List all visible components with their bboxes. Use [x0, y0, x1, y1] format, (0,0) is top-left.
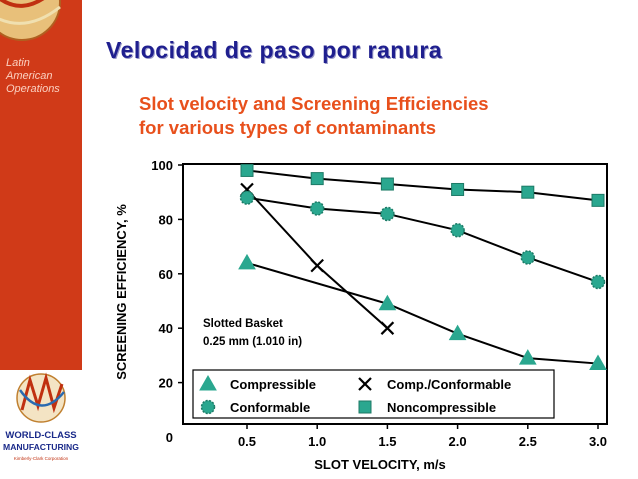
data-point-circle	[380, 206, 395, 222]
region-label-line: Latin	[6, 57, 30, 69]
data-point-circle	[239, 190, 255, 205]
x-tick-label: 2.5	[519, 434, 537, 449]
series-line	[246, 261, 599, 365]
legend-box	[192, 369, 555, 419]
data-point-circle	[450, 223, 465, 238]
x-tick-label: 0.5	[238, 434, 256, 449]
legend: Compressible Comp./Conformable Conformable…	[192, 369, 555, 419]
legend-label: Compressible	[230, 377, 316, 392]
data-point-x	[380, 321, 395, 335]
sidebar-band: Latin American Operations WORLD-CLASS MA…	[0, 0, 82, 479]
x-marker-stroke	[310, 258, 324, 273]
x-marker-stroke	[380, 321, 395, 335]
series-layer	[238, 163, 607, 371]
chart-title-line: Slot velocity and Screening Efficiencies	[139, 93, 489, 114]
slide-title: Velocidad de paso por ranura	[106, 37, 443, 63]
legend-marker-circle	[200, 399, 216, 415]
x-tick-label: 3.0	[589, 434, 607, 449]
data-point-square	[240, 163, 254, 177]
data-point-square	[310, 172, 324, 186]
x-tick-label: 2.0	[449, 434, 467, 449]
legend-marker-x	[358, 377, 372, 391]
x-tick-label: 1.5	[378, 434, 396, 449]
data-point-circle	[520, 250, 536, 265]
y-tick-label: 40	[159, 321, 173, 336]
region-label-line: American	[6, 70, 53, 82]
region-label: Latin American Operations	[6, 57, 60, 96]
y-tick-label: 0	[166, 430, 173, 445]
world-class-manufacturing-logo: WORLD-CLASS MANUFACTURING Kimberly-Clark…	[0, 370, 82, 479]
data-point-square	[591, 193, 605, 207]
x-axis-label: SLOT VELOCITY, m/s	[314, 457, 445, 472]
legend-marker-square	[358, 400, 372, 414]
logo-text-line-3: Kimberly-Clark Corporation	[14, 456, 69, 461]
logo-text-line-1: WORLD-CLASS	[5, 430, 76, 441]
plot-frame	[182, 163, 608, 425]
y-tick-label: 100	[151, 158, 173, 173]
region-label-line: Operations	[6, 83, 60, 95]
legend-label: Comp./Conformable	[387, 377, 511, 392]
x-marker-stroke	[358, 377, 372, 391]
data-point-triangle	[518, 349, 537, 365]
y-tick-label: 60	[159, 267, 173, 282]
data-point-circle	[590, 274, 606, 290]
y-axis-ticks: 0 20 40 60 80 100	[151, 158, 183, 445]
legend-label: Noncompressible	[387, 400, 496, 415]
annotation-line: 0.25 mm (1.010 in)	[203, 336, 302, 348]
data-point-circle	[309, 201, 325, 216]
logo-text-line-2: MANUFACTURING	[3, 442, 79, 452]
y-tick-label: 80	[159, 212, 173, 227]
chart-title-line: for various types of contaminants	[139, 117, 437, 138]
data-point-square	[380, 177, 394, 191]
data-point-triangle	[378, 294, 397, 311]
data-point-triangle	[238, 253, 256, 270]
series-line	[246, 196, 599, 283]
data-point-square	[521, 185, 535, 199]
annotation-line: Slotted Basket	[203, 318, 283, 330]
x-axis-ticks: 0.5 1.0 1.5 2.0 2.5 3.0	[238, 424, 607, 449]
x-tick-label: 1.0	[308, 434, 326, 449]
series-line	[246, 169, 599, 202]
y-axis-label: SCREENING EFFICIENCY, %	[114, 204, 129, 380]
globe-logo-icon	[0, 0, 61, 41]
y-tick-label: 20	[159, 376, 173, 391]
data-point-triangle	[448, 324, 467, 341]
chart-title: Slot velocity and Screening Efficiencies…	[139, 92, 609, 140]
data-point-triangle	[589, 354, 607, 371]
legend-label: Conformable	[230, 400, 310, 415]
data-point-x	[310, 258, 324, 273]
legend-marker-triangle	[199, 374, 217, 391]
data-point-square	[451, 182, 465, 196]
